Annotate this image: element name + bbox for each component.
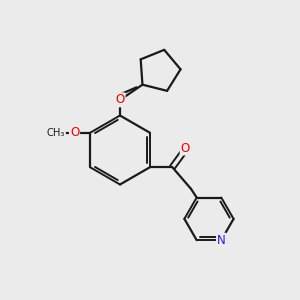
- Text: O: O: [70, 126, 79, 139]
- Text: N: N: [217, 234, 226, 247]
- Text: O: O: [181, 142, 190, 154]
- Text: O: O: [116, 93, 124, 106]
- Text: CH₃: CH₃: [47, 128, 65, 138]
